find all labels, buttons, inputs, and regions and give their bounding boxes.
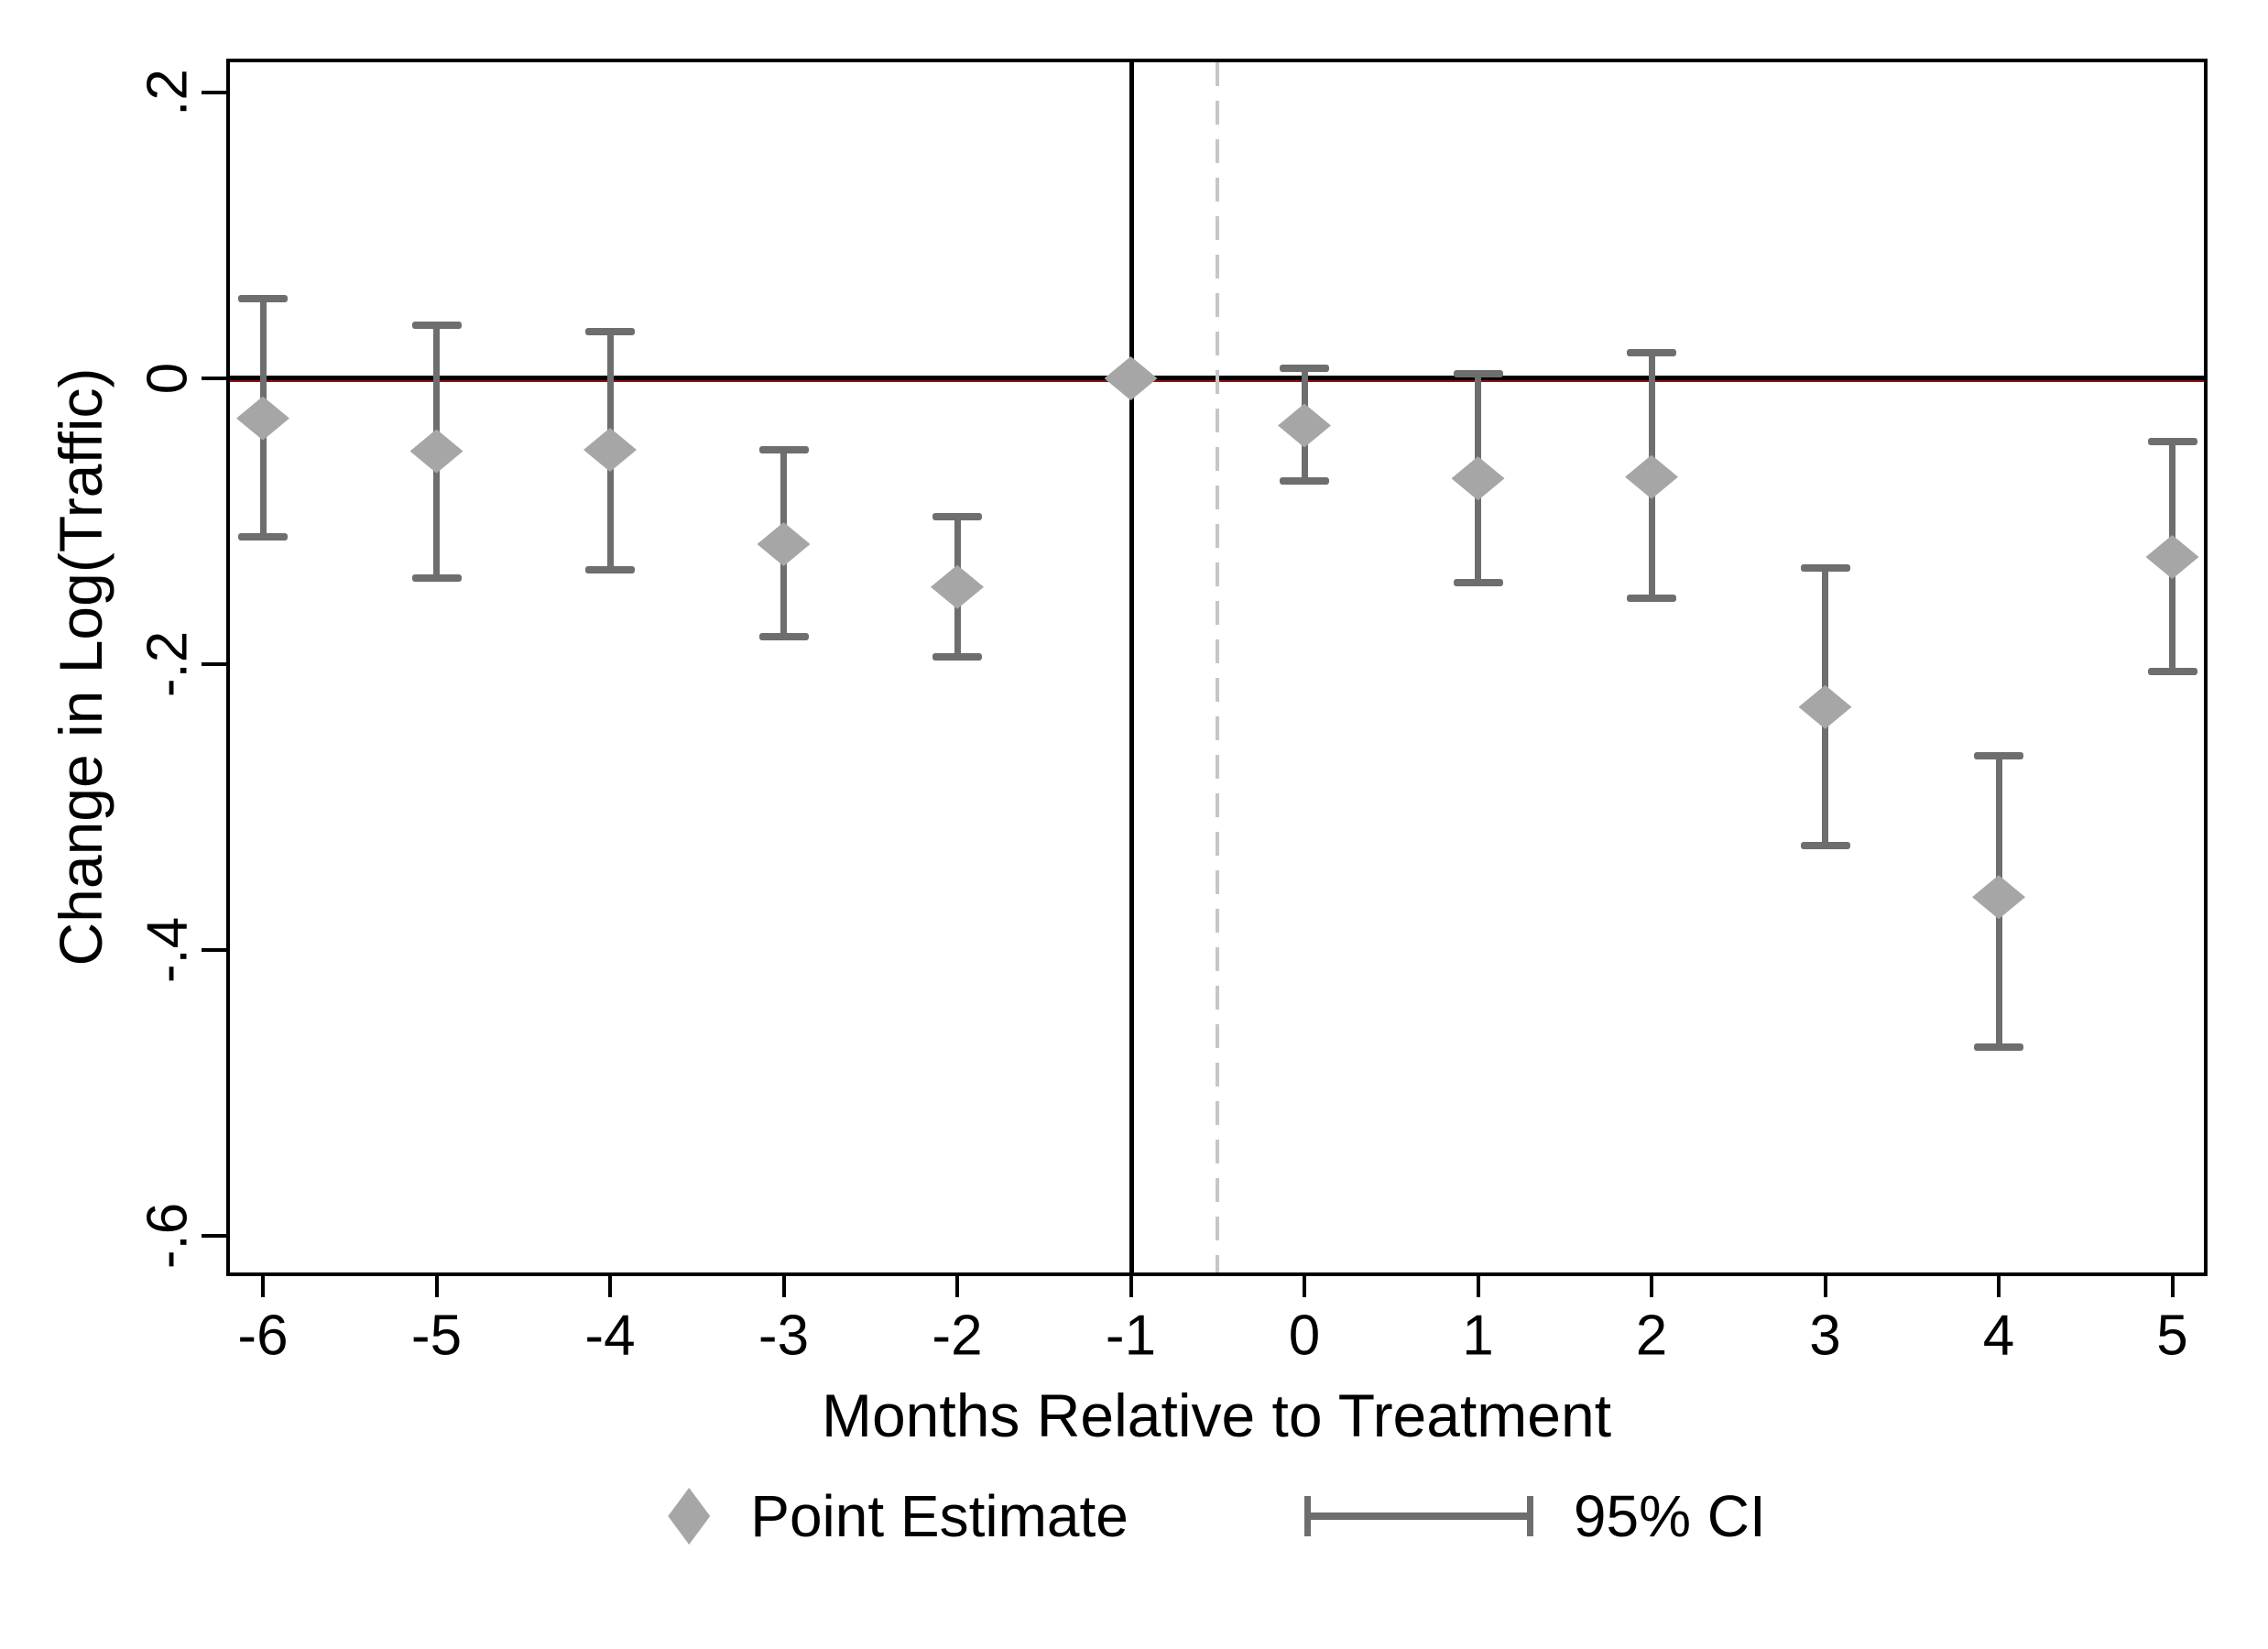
ci-errorbar-top-cap [1453, 370, 1503, 378]
x-axis-tick [1303, 1272, 1306, 1297]
x-axis-tick [261, 1272, 265, 1297]
point-estimate-marker [1278, 403, 1331, 448]
y-axis-tick [202, 662, 226, 666]
point-estimate-marker [583, 428, 637, 472]
ci-errorbar-bottom-cap [1800, 842, 1850, 850]
ci-errorbar-bottom-cap [1280, 477, 1329, 486]
ci-errorbar-top-cap [932, 513, 982, 521]
point-estimate-marker [1972, 875, 2025, 920]
x-tick-label: 5 [2156, 1304, 2188, 1368]
y-tick-label: -.2 [136, 630, 200, 698]
y-axis-title: Change in Log(Traffic) [47, 367, 114, 966]
legend-point-estimate-label: Point Estimate [750, 1483, 1129, 1549]
x-axis-title: Months Relative to Treatment [821, 1381, 1612, 1449]
ci-errorbar-top-cap [411, 322, 462, 330]
ci-errorbar-top-cap [1280, 365, 1329, 373]
x-axis-tick [1129, 1272, 1133, 1297]
x-axis-tick [2170, 1272, 2175, 1297]
ci-errorbar-top-cap [1974, 751, 2023, 759]
x-tick-label: 3 [1809, 1304, 1841, 1368]
x-axis-tick [1476, 1272, 1480, 1297]
legend-spacer [1169, 1516, 1264, 1517]
point-estimate-marker [409, 429, 463, 474]
y-axis-tick [202, 91, 226, 94]
x-tick-label: -2 [932, 1304, 983, 1368]
x-axis-tick [1997, 1272, 2001, 1297]
x-axis-tick [608, 1272, 612, 1297]
legend: Point Estimate 95% CI [226, 1466, 2208, 1567]
ci-errorbar-top-cap [1627, 348, 1676, 356]
x-tick-label: -4 [584, 1304, 636, 1368]
plot-area [226, 59, 2208, 1276]
ci-errorbar-top-cap [2147, 437, 2197, 445]
ci-errorbar-bottom-cap [585, 566, 635, 574]
x-axis-tick [434, 1272, 439, 1297]
ci-errorbar-bottom-cap [238, 533, 288, 541]
ci-errorbar-bottom-cap [932, 653, 982, 661]
x-tick-label: 0 [1288, 1304, 1321, 1368]
legend-ci-right-cap [1526, 1496, 1533, 1536]
legend-ci-bar [1303, 1512, 1533, 1520]
ci-errorbar-top-cap [238, 294, 288, 302]
x-tick-label: -3 [758, 1304, 810, 1368]
y-axis-tick [202, 948, 226, 952]
legend-ci-errorbar-icon [1303, 1494, 1533, 1538]
x-tick-label: 1 [1462, 1304, 1494, 1368]
point-estimate-marker [1798, 684, 1852, 729]
legend-point-estimate-diamond-icon [668, 1488, 711, 1545]
x-tick-label: -6 [237, 1304, 289, 1368]
x-tick-label: -5 [410, 1304, 463, 1368]
treatment-dashed-vline [1216, 62, 1220, 1272]
y-tick-label: -.4 [136, 916, 200, 984]
ci-errorbar-top-cap [758, 446, 809, 453]
point-estimate-marker [1104, 356, 1158, 400]
x-tick-label: 2 [1635, 1304, 1668, 1368]
x-axis-tick [955, 1272, 959, 1297]
ci-errorbar-bottom-cap [1453, 579, 1503, 587]
point-estimate-marker [1625, 454, 1678, 499]
point-estimate-marker [1451, 456, 1505, 501]
x-axis-tick [781, 1272, 786, 1297]
ci-errorbar-bottom-cap [411, 574, 462, 583]
point-estimate-marker [2145, 535, 2199, 579]
ci-errorbar-bottom-cap [1974, 1043, 2023, 1052]
y-tick-label: -.6 [136, 1202, 200, 1270]
ci-errorbar-top-cap [585, 327, 635, 335]
legend-ci-label: 95% CI [1573, 1483, 1766, 1549]
point-estimate-marker [757, 521, 811, 566]
y-axis-tick [202, 377, 226, 380]
x-axis-tick [1823, 1272, 1827, 1297]
x-axis-tick [1650, 1272, 1653, 1297]
y-axis-tick [202, 1234, 226, 1238]
ci-errorbar-top-cap [1800, 564, 1850, 573]
ci-errorbar-bottom-cap [758, 633, 809, 641]
y-tick-label: 0 [136, 362, 200, 395]
ci-errorbar-bottom-cap [1627, 595, 1676, 603]
x-tick-label: -1 [1105, 1304, 1157, 1368]
treatment-solid-vline [1129, 62, 1134, 1272]
y-tick-label: .2 [136, 69, 200, 116]
ci-errorbar-bottom-cap [2147, 667, 2197, 675]
point-estimate-marker [236, 396, 289, 441]
point-estimate-marker [931, 564, 984, 609]
x-tick-label: 4 [1982, 1304, 2015, 1368]
